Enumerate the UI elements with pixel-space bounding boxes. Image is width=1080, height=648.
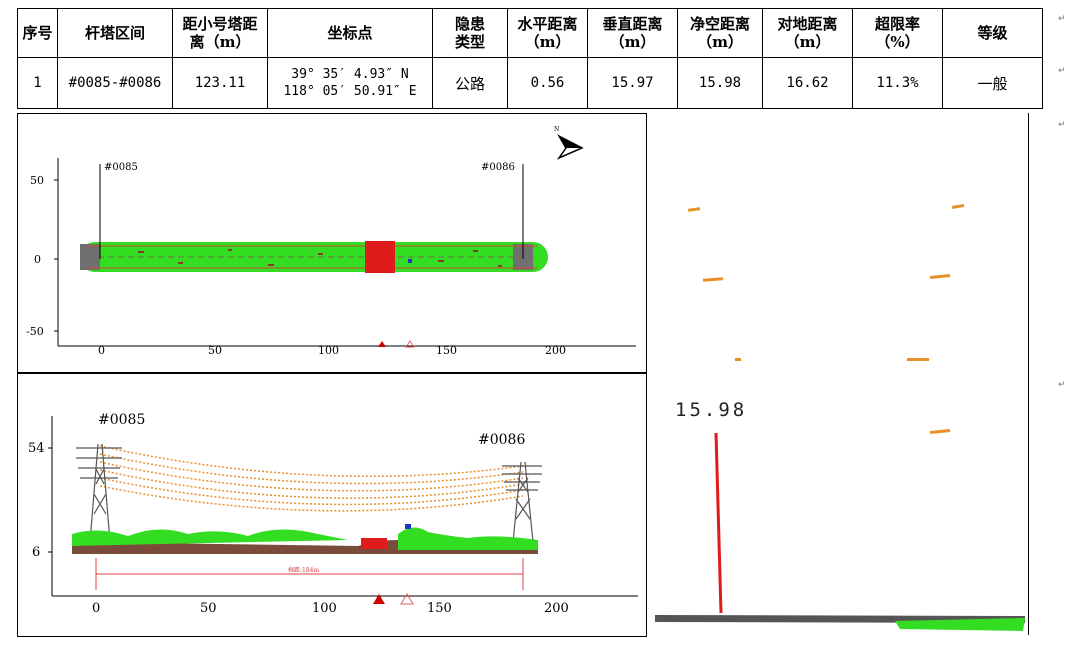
header-tower-distance: 距小号塔距 离（m） <box>172 8 268 58</box>
profile-x-tick-label: 150 <box>427 601 452 616</box>
header-clearance: 净空距离 （m） <box>677 8 763 58</box>
header-clearance-line1: 净空距离 <box>689 15 750 33</box>
paragraph-mark: ↵ <box>1058 380 1066 390</box>
cell-vertical: 15.97 <box>587 57 678 109</box>
profile-hazard-road <box>361 538 387 549</box>
cross-section-vegetation <box>895 618 1025 631</box>
plan-tower-left-label: #0085 <box>104 162 138 173</box>
header-index: 序号 <box>17 8 58 58</box>
cell-tower-distance: 123.11 <box>172 57 268 109</box>
profile-tower-left <box>76 443 122 543</box>
header-coordinate: 坐标点 <box>267 8 433 58</box>
plan-tower-right-label: #0086 <box>481 162 515 173</box>
cell-coordinate: 39° 35′ 4.93″ N 118° 05′ 50.91″ E <box>267 57 433 109</box>
header-hazard-type-line1: 隐患 <box>454 15 485 33</box>
cell-overrun: 11.3% <box>852 57 943 109</box>
profile-view-svg: 54 6 0 50 100 150 200 #0085 #0086 <box>28 412 638 616</box>
plan-x-tick-label: 200 <box>545 344 566 357</box>
header-overrun: 超限率 （%） <box>852 8 943 58</box>
header-vertical-line1: 垂直距离 <box>602 15 663 33</box>
profile-conductors <box>99 445 524 512</box>
plan-hazard-marker-outline <box>405 340 415 348</box>
header-hazard-type: 隐患 类型 <box>432 8 508 58</box>
header-ground-line1: 对地距离 <box>777 15 838 33</box>
profile-tower-right <box>502 461 542 543</box>
hazard-table: 序号 杆塔区间 距小号塔距 离（m） 坐标点 隐患 类型 水平距离 （m） 垂直… <box>17 8 1043 109</box>
cross-section-panel: 15.98 <box>645 113 1029 635</box>
profile-x-tick-label: 50 <box>200 601 217 616</box>
cell-coordinate-lat: 39° 35′ 4.93″ N <box>291 67 409 82</box>
table-header-row: 序号 杆塔区间 距小号塔距 离（m） 坐标点 隐患 类型 水平距离 （m） 垂直… <box>17 8 1043 58</box>
header-horizontal: 水平距离 （m） <box>507 8 588 58</box>
north-arrow-icon <box>556 134 584 160</box>
profile-hazard-marker <box>373 594 385 604</box>
cell-level: 一般 <box>942 57 1043 109</box>
profile-tower-right-label: #0086 <box>478 432 525 448</box>
header-vertical-line2: （m） <box>609 33 656 51</box>
header-span: 杆塔区间 <box>57 8 173 58</box>
header-overrun-line2: （%） <box>875 33 920 51</box>
profile-tower-left-label: #0085 <box>98 412 145 428</box>
plan-hazard-road <box>365 241 395 273</box>
header-horizontal-line1: 水平距离 <box>517 15 578 33</box>
cell-index: 1 <box>17 57 58 109</box>
header-ground-line2: （m） <box>784 33 831 51</box>
span-label: 档距:184m <box>288 566 319 574</box>
plan-object <box>408 259 412 263</box>
header-hazard-type-line2: 类型 <box>454 33 485 51</box>
profile-vegetation <box>72 529 348 546</box>
profile-hazard-marker-outline <box>400 593 414 605</box>
profile-x-tick-label: 0 <box>92 601 100 616</box>
paragraph-mark: ↵ <box>1058 120 1066 130</box>
cell-coordinate-lon: 118° 05′ 50.91″ E <box>283 84 417 99</box>
plan-y-tick-label: 50 <box>30 174 44 187</box>
plan-y-ticks: 50 0 -50 <box>26 174 58 338</box>
profile-vegetation <box>398 527 538 550</box>
cross-section-conductors <box>687 203 965 435</box>
clearance-line <box>714 432 723 614</box>
cell-ground: 16.62 <box>762 57 853 109</box>
header-level: 等级 <box>942 8 1043 58</box>
plan-y-tick-label: 0 <box>34 253 41 266</box>
north-label: N <box>554 126 559 133</box>
profile-x-tick-label: 200 <box>544 601 569 616</box>
plan-x-tick-label: 0 <box>98 344 105 357</box>
header-tower-distance-line2: 离（m） <box>189 33 251 51</box>
cell-horizontal: 0.56 <box>507 57 588 109</box>
profile-x-tick-label: 100 <box>312 601 337 616</box>
cell-clearance: 15.98 <box>677 57 763 109</box>
plan-x-tick-label: 150 <box>436 344 457 357</box>
header-ground: 对地距离 （m） <box>762 8 853 58</box>
header-overrun-line1: 超限率 <box>874 15 920 33</box>
plan-y-tick-label: -50 <box>26 325 44 338</box>
plan-view-svg: 50 0 -50 0 50 100 150 200 <box>26 126 636 357</box>
profile-y-tick-label: 6 <box>32 545 40 560</box>
plan-x-tick-label: 50 <box>208 344 222 357</box>
header-clearance-line2: （m） <box>697 33 743 51</box>
profile-view-panel: 54 6 0 50 100 150 200 #0085 #0086 <box>17 373 647 637</box>
plan-hazard-marker <box>378 341 386 347</box>
plan-scatter <box>138 249 502 267</box>
paragraph-mark: ↵ <box>1058 66 1066 76</box>
cell-hazard-type: 公路 <box>432 57 508 109</box>
plan-x-ticks: 0 50 100 150 200 <box>98 344 566 357</box>
header-vertical: 垂直距离 （m） <box>587 8 678 58</box>
table-row: 1 #0085-#0086 123.11 39° 35′ 4.93″ N 118… <box>17 57 1043 109</box>
header-tower-distance-line1: 距小号塔距 <box>182 15 258 33</box>
plan-x-tick-label: 100 <box>318 344 339 357</box>
cell-span: #0085-#0086 <box>57 57 173 109</box>
profile-object <box>405 524 411 529</box>
paragraph-mark: ↵ <box>1058 14 1066 24</box>
cross-section-svg <box>655 203 1025 631</box>
plan-view-panel: 50 0 -50 0 50 100 150 200 <box>17 113 647 373</box>
profile-y-tick-label: 54 <box>28 441 45 456</box>
header-horizontal-line2: （m） <box>524 33 571 51</box>
cross-section-distance-label: 15.98 <box>675 399 748 421</box>
